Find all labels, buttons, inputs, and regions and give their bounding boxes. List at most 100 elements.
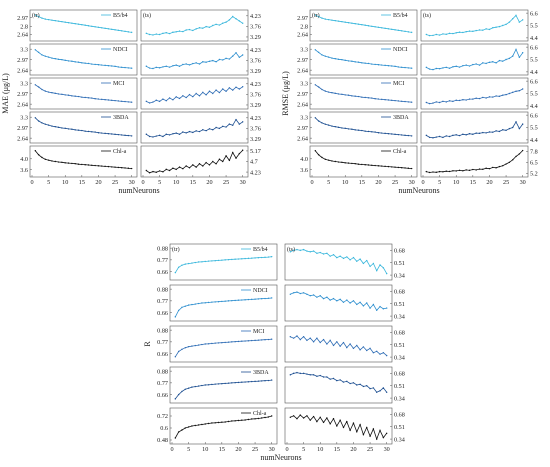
panel-tag-ts: (ts) [287, 246, 295, 253]
data-point [322, 253, 325, 255]
x-tick-label: 5 [47, 179, 50, 186]
data-point [349, 343, 351, 345]
data-point [212, 24, 214, 27]
panel-mae-chla-ts: 4.23 4.7 5.17 0 5 10 15 20 25 30 [140, 145, 261, 186]
data-point [425, 33, 428, 36]
data-point [130, 167, 133, 170]
data-point [472, 98, 474, 100]
x-tick-label: 0 [170, 446, 173, 453]
data-point [387, 99, 390, 101]
data-point [379, 429, 381, 432]
data-point [241, 149, 244, 151]
series-line-mci-ts [290, 335, 387, 356]
data-point [212, 129, 214, 131]
y-tick-label: 7.8 [530, 149, 538, 156]
data-point [175, 31, 177, 33]
data-point [145, 65, 148, 67]
panel-rmse-ndci-ts: 4.4 5.5 6.6 [420, 43, 538, 76]
data-point [337, 126, 340, 129]
data-point [74, 162, 76, 165]
data-point [435, 33, 437, 36]
data-point [438, 135, 441, 138]
data-point [81, 163, 83, 166]
data-point [306, 339, 308, 342]
data-point [228, 19, 231, 21]
data-point [191, 262, 193, 264]
data-point [175, 64, 177, 66]
y-tick-label: 0.88 [157, 286, 168, 293]
data-point [224, 259, 226, 261]
data-point [336, 341, 338, 343]
data-point [121, 134, 123, 136]
data-point [232, 15, 234, 18]
data-point [438, 101, 441, 104]
y-tick-label: 0.51 [394, 383, 405, 390]
data-point [319, 416, 321, 418]
data-point [468, 98, 471, 100]
data-point [376, 309, 378, 311]
data-point [34, 84, 37, 86]
data-point [321, 54, 323, 56]
data-point [346, 420, 348, 423]
data-point [165, 100, 167, 102]
y-tick-label: 3.3 [20, 80, 28, 87]
data-point [475, 63, 477, 65]
data-point [351, 22, 353, 24]
y-tick-label: 3.76 [250, 24, 261, 31]
data-point [168, 169, 171, 172]
data-point [342, 257, 345, 260]
data-point [364, 96, 366, 99]
data-point [341, 161, 343, 164]
data-point [158, 67, 161, 69]
data-point [107, 165, 110, 168]
y-tick-label: 2.97 [17, 57, 28, 64]
data-point [114, 166, 116, 168]
y-tick-label: 3.3 [300, 80, 308, 87]
data-point [211, 383, 213, 386]
data-point [354, 61, 356, 63]
x-tick-label: 30 [384, 446, 390, 453]
data-point [152, 34, 154, 36]
data-point [384, 98, 386, 101]
data-point [77, 95, 80, 98]
data-point [211, 260, 213, 262]
legend-label: MCI [393, 81, 404, 87]
x-tick-label: 25 [367, 446, 373, 453]
panel-rmse-ndci-tr: 2.64 2.97 3.3 NDCI [297, 43, 418, 76]
data-point [478, 64, 481, 66]
data-point [331, 125, 333, 127]
data-point [425, 66, 428, 69]
data-point [472, 168, 474, 171]
data-point [364, 164, 366, 166]
x-tick-label: 20 [375, 179, 381, 186]
data-point [381, 98, 383, 101]
data-point [205, 25, 207, 28]
y-tick-label: 5.5 [530, 23, 538, 30]
data-point [87, 62, 90, 65]
y-axis-label: R [143, 341, 152, 347]
data-point [452, 170, 454, 172]
data-point [339, 379, 341, 381]
y-tick-label: 2.97 [17, 15, 28, 22]
data-point [455, 170, 457, 172]
data-point [319, 341, 321, 344]
data-point [267, 256, 270, 258]
data-point [34, 14, 37, 16]
data-point [215, 61, 217, 63]
data-point [371, 97, 373, 99]
data-point [197, 261, 200, 263]
panel-rmse-chla-ts: 5.2 6.5 7.8 0 5 10 15 20 25 30 [420, 145, 538, 186]
data-point [235, 52, 237, 54]
data-point [367, 62, 370, 65]
panel-r-chla-ts: 0.34 0.51 0.68 0 5 10 15 20 25 30 [284, 407, 405, 453]
data-point [329, 255, 331, 257]
data-point [317, 15, 320, 18]
data-point [247, 418, 250, 421]
data-point [221, 421, 223, 423]
data-point [410, 67, 413, 69]
data-point [312, 341, 315, 343]
data-point [127, 167, 130, 169]
y-tick-label: 0.34 [394, 436, 405, 443]
y-tick-label: 0.66 [157, 351, 168, 358]
y-tick-label: 2.97 [297, 57, 308, 64]
